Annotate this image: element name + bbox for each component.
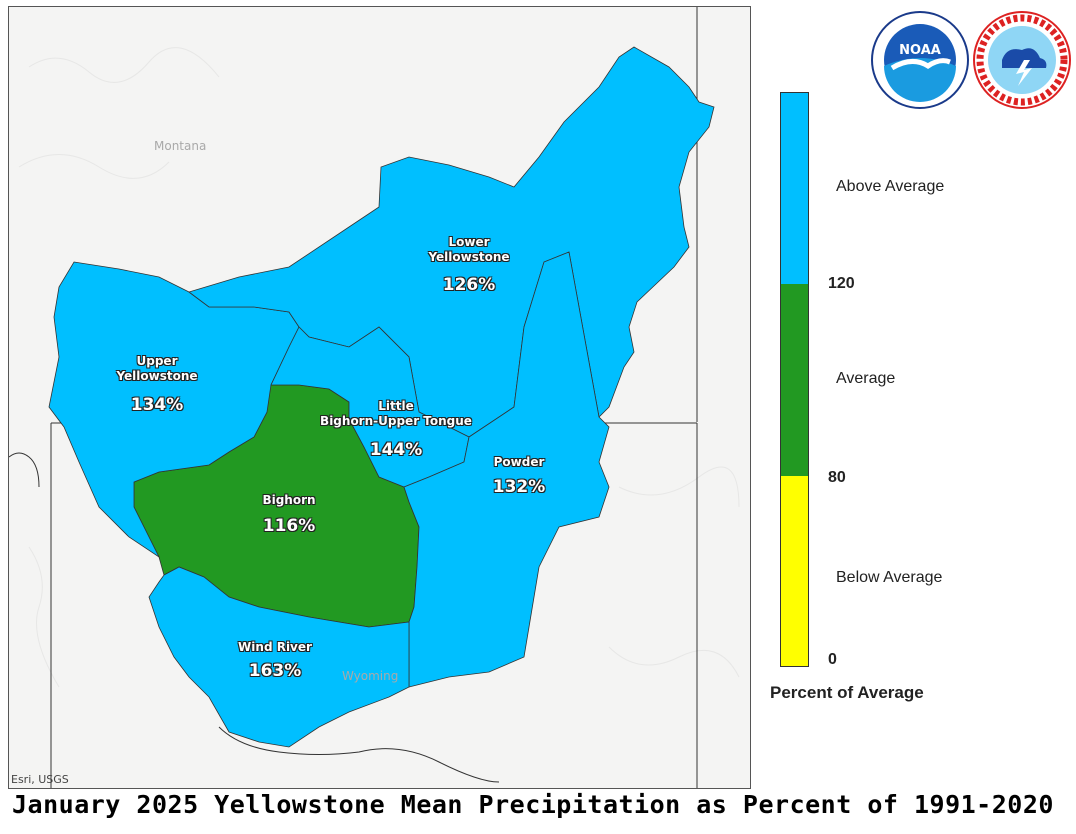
basin-label-powder: Powder — [459, 455, 579, 470]
basin-name-line: Wind River — [238, 640, 312, 654]
basin-name-line: Lower — [448, 235, 490, 249]
basin-name-line: Yellowstone — [428, 250, 510, 264]
basin-percent-wind-river: 163% — [248, 661, 302, 681]
legend-color-bar — [780, 92, 809, 667]
basin-area-wind-river[interactable] — [148, 566, 410, 748]
legend-tick-120: 120 — [828, 275, 855, 292]
basin-label-upper-yellowstone: Upper Yellowstone — [97, 354, 217, 384]
legend-swatch-below-average — [781, 476, 808, 666]
basin-label-little-bighorn-upper-tongue: Little Bighorn-Upper Tongue — [316, 399, 476, 429]
map-canvas — [9, 7, 740, 788]
legend-tick-80: 80 — [828, 469, 846, 486]
basin-percent-upper-yellowstone: 134% — [130, 395, 184, 415]
legend-title: Percent of Average — [770, 683, 924, 702]
basin-name-line: Bighorn-Upper Tongue — [320, 414, 472, 428]
nws-logo-icon — [972, 10, 1072, 110]
map-title: January 2025 Yellowstone Mean Precipitat… — [12, 790, 1054, 819]
basin-label-wind-river: Wind River — [215, 640, 335, 655]
basin-name-line: Bighorn — [262, 493, 316, 507]
legend-label-above-average: Above Average — [836, 178, 945, 195]
basin-percent-bighorn: 116% — [262, 516, 316, 536]
legend-tick-0: 0 — [828, 651, 837, 668]
basin-percent-little-bighorn-upper-tongue: 144% — [369, 440, 423, 460]
legend-swatch-average — [781, 284, 808, 476]
legend-label-average: Average — [836, 370, 896, 387]
basin-name-line: Yellowstone — [116, 369, 198, 383]
map-attribution: Esri, USGS — [11, 773, 69, 786]
basin-name-line: Powder — [493, 455, 545, 469]
basin-percent-powder: 132% — [492, 477, 546, 497]
svg-text:NOAA: NOAA — [899, 43, 941, 58]
basin-label-lower-yellowstone: Lower Yellowstone — [409, 235, 529, 265]
map-frame: Montana Wyoming Lower Yellowstone 126% U… — [8, 6, 751, 789]
basin-name-line: Little — [378, 399, 414, 413]
state-label-montana: Montana — [154, 139, 207, 153]
basin-label-bighorn: Bighorn — [229, 493, 349, 508]
basin-percent-lower-yellowstone: 126% — [442, 275, 496, 295]
state-label-wyoming: Wyoming — [342, 669, 399, 683]
legend-label-below-average: Below Average — [836, 569, 943, 586]
basin-name-line: Upper — [136, 354, 178, 368]
legend-swatch-above-average — [781, 93, 808, 284]
noaa-logo-icon: NOAA — [870, 10, 970, 110]
